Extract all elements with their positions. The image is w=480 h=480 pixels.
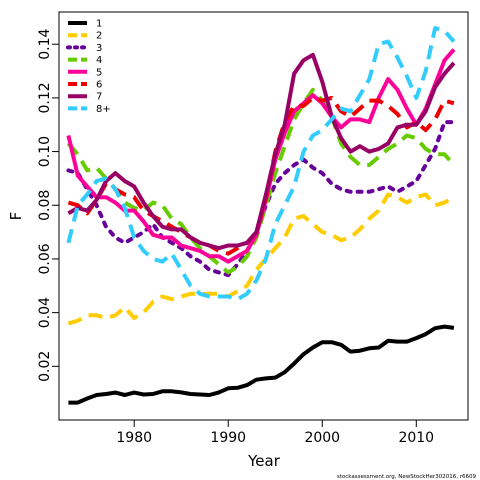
legend-label-7: 7: [96, 92, 102, 103]
y-tick-label: 0.08: [37, 190, 53, 221]
y-tick-label: 0.12: [37, 82, 53, 113]
x-tick-label: 2010: [398, 430, 434, 446]
legend-label-4: 4: [96, 55, 102, 66]
y-tick-label: 0.14: [37, 29, 53, 60]
x-tick-label: 1990: [210, 430, 246, 446]
series-line-6: [67, 95, 455, 256]
plot-frame: [58, 11, 469, 421]
legend-label-8: 8+: [96, 104, 111, 115]
series-line-7: [67, 52, 456, 251]
x-tick-label: 1980: [116, 430, 152, 446]
legend-label-2: 2: [96, 31, 102, 42]
legend-label-6: 6: [96, 80, 102, 91]
legend-label-5: 5: [96, 67, 102, 78]
y-tick-label: 0.04: [37, 297, 53, 328]
series-line-5: [66, 48, 456, 264]
y-tick-label: 0.06: [37, 243, 53, 274]
series-line-8: [66, 26, 456, 302]
y-tick-label: 0.10: [37, 136, 53, 167]
footer-credit: stockassessment.org, NewStockHer302016, …: [337, 474, 477, 480]
y-axis-title: F: [7, 212, 25, 221]
series-line-1: [68, 324, 455, 405]
legend-label-3: 3: [96, 43, 102, 54]
y-axis: 0.02 0.04 0.06 0.08 0.10 0.12 0.14: [37, 29, 59, 382]
y-tick-label: 0.02: [37, 351, 53, 382]
legend-label-1: 1: [96, 19, 102, 30]
series-lines: [66, 26, 456, 405]
x-axis-title: Year: [247, 452, 281, 470]
series-line-2: [67, 192, 455, 326]
x-axis: 1980 1990 2000 2010: [116, 420, 434, 446]
x-tick-label: 2000: [304, 430, 340, 446]
